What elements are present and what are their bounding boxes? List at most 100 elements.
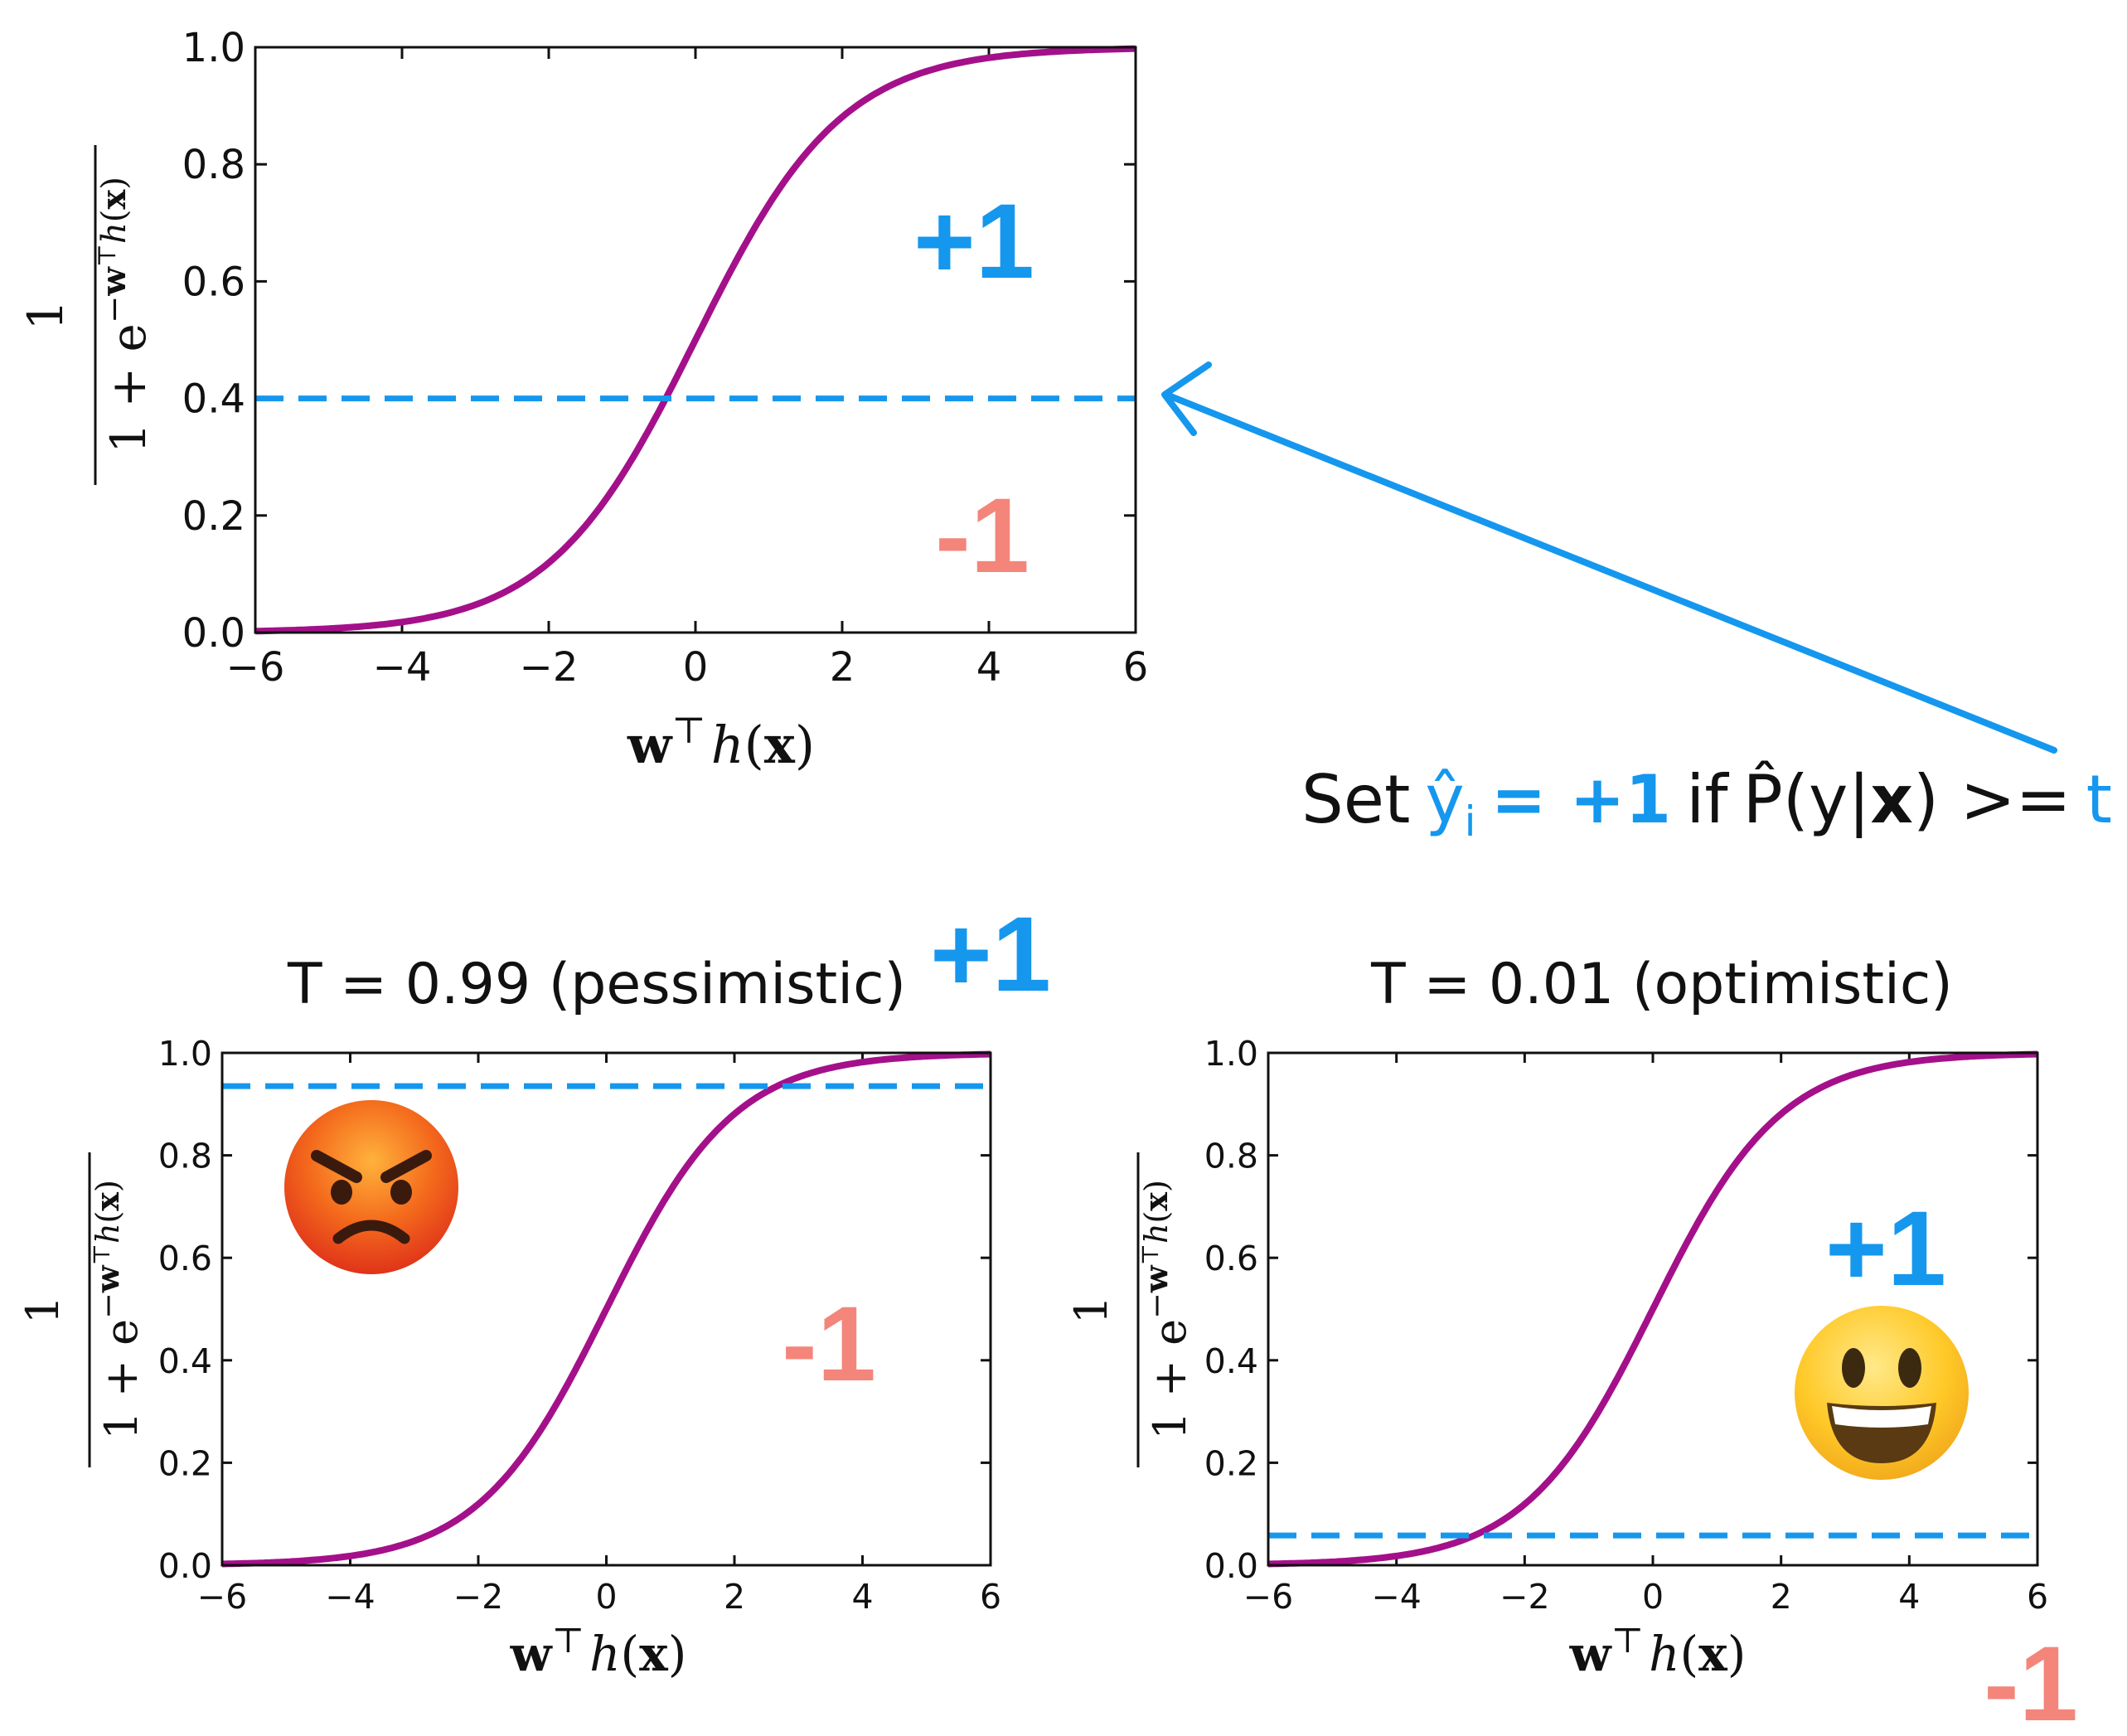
tick-label-layer: −6 −4 −2 0 2 4 6 0.0 0.2 0.4 0.6 0.8 1.0 [1204, 1034, 2048, 1617]
rule-yhat-sub: i [1465, 798, 1476, 846]
x-tick-label: 4 [976, 644, 1002, 691]
y-label-exp-transpose: ⊤ [1136, 1244, 1164, 1265]
y-label-exp-w: w [1137, 1264, 1175, 1293]
y-tick-label: 1.0 [158, 1034, 212, 1074]
y-label-exp-h: h [95, 222, 133, 244]
x-label-lparen: ( [620, 1626, 639, 1682]
y-tick-label: 0.0 [182, 610, 245, 657]
y-label-denom-head: 1 + e [95, 1319, 148, 1440]
x-label-rparen: ) [1727, 1626, 1747, 1682]
rule-tail: ) >= [1913, 761, 2071, 838]
rule-phat: P̂ [1743, 759, 1783, 838]
arrow-head [1161, 361, 1212, 436]
y-label-exp-minus: − [95, 296, 133, 324]
y-label-exp-w: w [89, 1264, 126, 1293]
positive-region-label: +1 [1825, 1190, 1946, 1308]
y-label-exp-lparen: ( [1138, 1211, 1175, 1224]
y-tick-label: 0.0 [158, 1546, 212, 1586]
y-label-exp-lparen: ( [95, 210, 133, 223]
sigmoid-curve [221, 1050, 991, 1568]
sigmoid-curve [1267, 1050, 2038, 1568]
y-label-exp-h: h [90, 1224, 126, 1244]
y-tick-label: 0.4 [158, 1341, 212, 1381]
y-label-exp-x: x [94, 189, 133, 210]
sigmoid-curve [254, 45, 1136, 635]
y-tick-label: 0.4 [182, 376, 245, 423]
chart-optimistic: T = 0.01 (optimistic) −6 −4 −2 0 2 4 6 0.0 0.2 0.… [1065, 952, 2078, 1736]
y-tick-label: 0.6 [158, 1239, 212, 1278]
y-label-numerator: 1 [1065, 1296, 1117, 1324]
plot-frame [220, 1051, 992, 1567]
y-label-exp-minus: − [1138, 1292, 1175, 1319]
pointer-arrow [1161, 361, 2057, 754]
y-axis-label: 1 1 + e−w⊤h(x) [1065, 1152, 1196, 1467]
y-tick-label: 0.8 [182, 142, 245, 188]
y-label-denominator: 1 + e−w⊤h(x) [1136, 1180, 1196, 1440]
x-tick-label: 0 [1642, 1577, 1664, 1617]
x-axis-label: w⊤h(x) [1569, 1620, 1747, 1682]
y-label-exp-rparen: ) [1138, 1180, 1175, 1192]
x-tick-label: 6 [980, 1577, 1001, 1617]
smiling-face-icon [1795, 1306, 1969, 1480]
x-tick-label: 2 [1771, 1577, 1792, 1617]
y-label-exp-rparen: ) [95, 177, 133, 190]
x-tick-label: −2 [453, 1577, 503, 1617]
x-tick-label: 2 [724, 1577, 745, 1617]
x-tick-label: −6 [1243, 1577, 1293, 1617]
x-tick-label: 4 [1898, 1577, 1920, 1617]
x-label-rparen: ) [795, 715, 815, 775]
x-tick-label: 6 [1123, 644, 1149, 691]
y-label-denom-head: 1 + e [1144, 1319, 1196, 1440]
y-tick-label: 0.8 [158, 1137, 212, 1176]
angry-face-icon [284, 1100, 458, 1274]
x-tick-label: −4 [1371, 1577, 1421, 1617]
x-tick-label: −4 [325, 1577, 375, 1617]
y-tick-label: 1.0 [1204, 1034, 1258, 1074]
y-label-denom-head: 1 + e [100, 323, 157, 453]
x-label-rparen: ) [668, 1626, 687, 1682]
plot-frame [254, 46, 1137, 634]
rule-equals: = +1 [1491, 761, 1672, 838]
y-tick-label: 0.2 [182, 493, 245, 540]
plot-frame [1267, 1051, 2039, 1567]
x-axis-label: w⊤h(x) [627, 710, 815, 775]
y-tick-label: 0.6 [182, 259, 245, 305]
y-axis-label: 1 1 + e−w⊤h(x) [17, 1152, 148, 1467]
rule-paren: (y| [1783, 761, 1871, 839]
y-label-numerator: 1 [17, 300, 74, 331]
x-label-x: x [764, 715, 796, 775]
x-tick-label: −6 [197, 1577, 247, 1617]
x-label-transpose: ⊤ [671, 710, 705, 752]
x-label-lparen: ( [1679, 1626, 1698, 1682]
y-label-exp-lparen: ( [90, 1211, 126, 1224]
x-label-x: x [639, 1626, 668, 1682]
tick-label-layer: −6 −4 −2 0 2 4 6 0.0 0.2 0.4 0.6 0.8 1.0 [158, 1034, 1001, 1617]
y-tick-label: 0.2 [1204, 1443, 1258, 1483]
x-label-w: w [510, 1626, 554, 1682]
arrow-shaft [1167, 393, 2057, 754]
y-tick-label: 0.6 [1204, 1239, 1258, 1278]
y-tick-label: 0.4 [1204, 1341, 1258, 1381]
x-label-w: w [1569, 1626, 1613, 1682]
y-label-exp-transpose: ⊤ [88, 1244, 115, 1265]
x-tick-label: −6 [226, 644, 285, 691]
x-tick-label: 0 [595, 1577, 617, 1617]
y-label-exp-h: h [1138, 1224, 1175, 1244]
x-label-lparen: ( [744, 715, 764, 775]
y-label-exp-transpose: ⊤ [93, 244, 122, 267]
rule-if: if [1686, 761, 1729, 838]
x-tick-label: 2 [830, 644, 855, 691]
x-tick-label: −2 [1500, 1577, 1549, 1617]
x-label-transpose: ⊤ [1611, 1620, 1645, 1661]
y-label-denominator: 1 + e−w⊤h(x) [88, 1180, 148, 1440]
x-label-h: h [711, 715, 744, 775]
rule-yhat: ŷ [1425, 761, 1464, 838]
y-axis-label: 1 1 + e−w⊤h(x) [17, 145, 157, 485]
x-tick-label: 0 [683, 644, 709, 691]
x-label-transpose: ⊤ [552, 1620, 585, 1661]
x-tick-label: −2 [520, 644, 579, 691]
chart-top: −6 −4 −2 0 2 4 60.00.20.40.60.81.0 +1 -1 w⊤h(x… [17, 25, 1148, 775]
y-label-exp-minus: − [90, 1292, 126, 1319]
y-label-exp-x: x [1137, 1192, 1175, 1211]
